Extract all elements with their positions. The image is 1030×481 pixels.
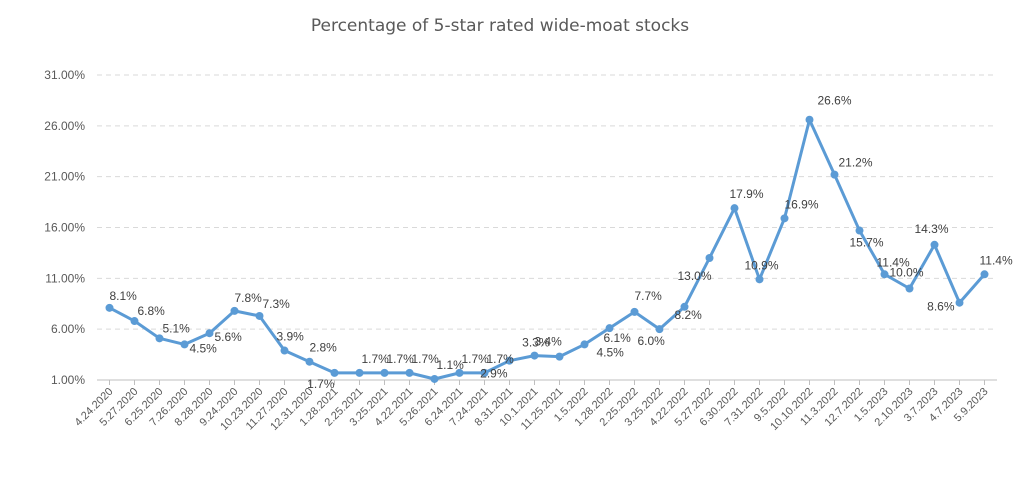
data-point [755,275,764,284]
data-point [930,240,939,249]
data-point [355,368,364,377]
data-label: 3.3% [522,336,550,350]
data-point [680,302,689,311]
data-point [955,298,964,307]
data-point [430,374,439,383]
data-label: 3.4% [535,335,563,349]
data-label: 2.8% [310,341,338,355]
data-label: 4.5% [597,345,625,359]
data-point [780,214,789,223]
data-point [880,270,889,279]
data-label: 4.5% [190,341,218,355]
data-label: 1.7% [362,352,390,366]
data-point [830,170,839,179]
y-tick-label: 1.00% [51,373,85,387]
data-label: 1.7% [487,352,515,366]
y-tick-label: 16.00% [44,221,85,235]
data-point [230,306,239,315]
data-label: 10.0% [890,266,924,280]
data-point [555,352,564,361]
data-label: 1.7% [387,352,415,366]
data-point [480,368,489,377]
data-point [605,324,614,333]
data-point [380,368,389,377]
data-label: 8.2% [675,308,703,322]
data-label: 21.2% [839,156,873,170]
data-label: 1.7% [307,377,335,391]
data-point [130,317,139,326]
data-point [705,254,714,262]
data-point [405,368,414,377]
data-label: 17.9% [730,187,764,201]
data-point [580,340,589,349]
data-point [280,346,289,355]
data-label: 6.0% [638,334,666,348]
data-label: 14.3% [915,222,949,236]
data-point [105,303,114,312]
chart-title: Percentage of 5-star rated wide-moat sto… [310,16,690,36]
data-label: 5.6% [215,330,243,344]
data-label: 5.1% [163,321,191,335]
data-point [205,329,214,338]
data-label: 13.0% [678,269,712,283]
series-line [108,118,986,381]
data-point [180,340,189,349]
y-tick-label: 6.00% [51,322,85,336]
data-label: 8.6% [927,300,955,314]
data-label: 7.3% [263,297,291,311]
data-point [630,307,639,316]
data-point [730,204,739,213]
gridlines [97,74,997,330]
y-tick-labels: 1.00% 6.00% 11.00% 16.00% 21.00% 26.00% 31.00% [44,68,85,387]
data-point [905,284,914,293]
data-label: 7.8% [235,291,263,305]
data-point [255,311,264,320]
data-label: 16.9% [785,197,819,211]
data-point [855,226,864,235]
data-label: 11.4% [980,253,1013,267]
data-label: 15.7% [850,236,884,250]
data-point [305,357,314,366]
y-tick-label: 26.00% [44,119,85,133]
data-label: 6.1% [604,331,632,345]
data-point [155,334,164,343]
data-label: 2.9% [480,367,508,381]
axes [97,379,997,385]
data-point [530,351,539,360]
data-labels: 8.1%6.8%5.1%4.5%5.6%7.8% 7.3%3.9%2.8%1.7%… [110,94,1013,391]
x-tick-labels: 4.24.20205.27.20206.25.20207.26.20208.28… [73,386,991,433]
data-label: 10.9% [745,258,779,272]
y-tick-label: 31.00% [44,68,85,82]
data-point [330,368,339,377]
series-line-layer [108,118,986,381]
data-label: 11.4% [877,255,910,269]
data-label: 1.1% [437,358,465,372]
data-label: 1.7% [462,352,490,366]
data-label: 8.1% [110,289,138,303]
series-points [105,115,989,383]
data-point [505,356,514,365]
data-label: 6.8% [138,304,166,318]
data-label: 3.9% [277,330,305,344]
data-label: 7.7% [635,289,663,303]
data-label: 26.6% [818,94,852,108]
data-point [805,115,814,124]
data-point [655,325,664,334]
y-tick-label: 11.00% [45,271,85,285]
y-tick-label: 21.00% [44,170,85,184]
data-point [980,270,989,279]
data-label: 1.7% [412,352,440,366]
data-point [455,368,464,377]
